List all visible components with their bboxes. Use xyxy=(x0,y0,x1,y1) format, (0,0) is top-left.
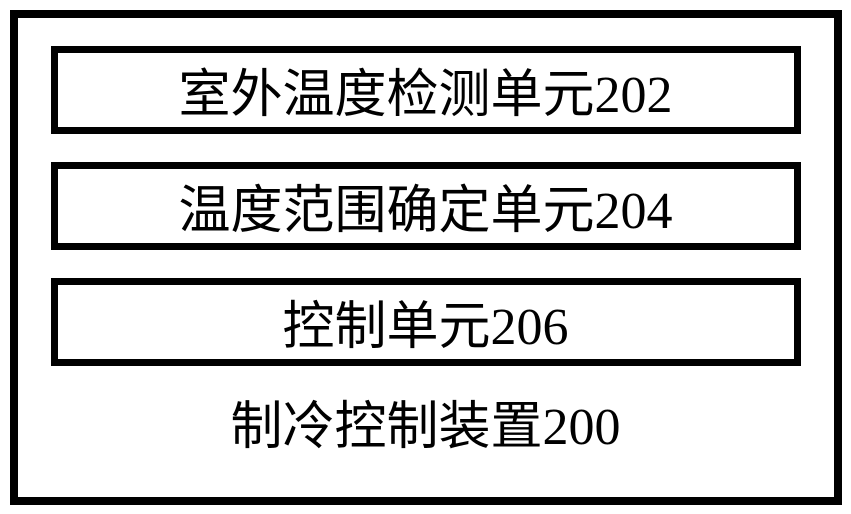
unit-box-2: 控制单元206 xyxy=(51,278,801,366)
unit-box-0: 室外温度检测单元202 xyxy=(51,46,801,134)
diagram-caption: 制冷控制装置200 xyxy=(230,384,620,459)
unit-box-1-label: 温度范围确定单元204 xyxy=(178,168,672,243)
unit-box-1: 温度范围确定单元204 xyxy=(51,162,801,250)
unit-box-0-label: 室外温度检测单元202 xyxy=(178,52,672,127)
diagram-container: 室外温度检测单元202 温度范围确定单元204 控制单元206 制冷控制装置20… xyxy=(10,10,842,505)
unit-box-2-label: 控制单元206 xyxy=(282,284,568,359)
